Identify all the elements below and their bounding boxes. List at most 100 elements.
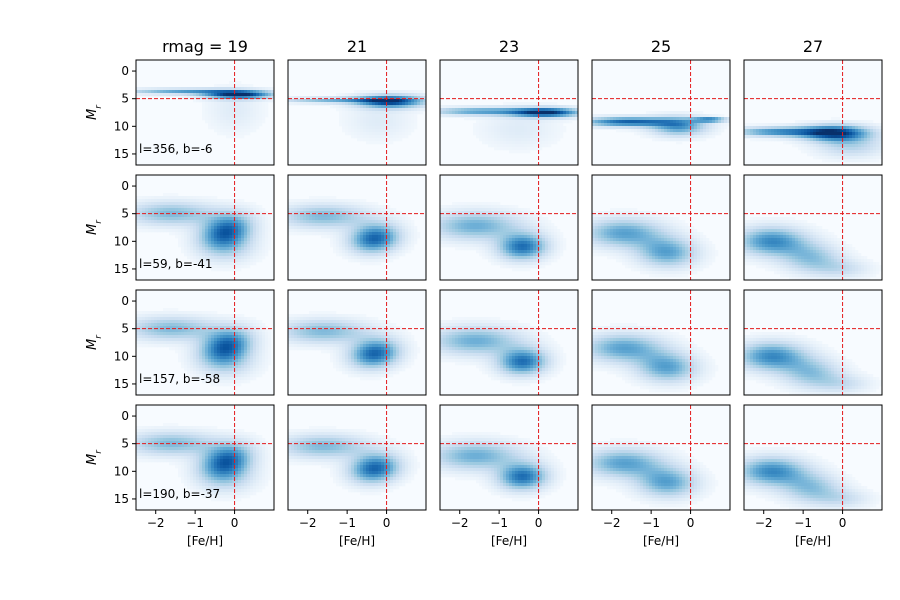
- density-cell: [411, 123, 415, 127]
- density-cell: [405, 117, 409, 121]
- density-cell: [464, 211, 468, 215]
- density-cell: [211, 232, 215, 236]
- density-cell: [411, 244, 415, 248]
- density-cell: [521, 208, 525, 212]
- density-cell: [172, 214, 176, 218]
- density-cell: [506, 220, 510, 224]
- density-cell: [232, 93, 236, 97]
- density-cell: [390, 102, 394, 106]
- density-cell: [360, 241, 364, 245]
- density-cell: [354, 244, 358, 248]
- density-cell: [354, 229, 358, 233]
- density-cell: [494, 205, 498, 209]
- density-cell: [232, 87, 236, 91]
- density-cell: [569, 108, 573, 112]
- density-cell: [879, 123, 882, 127]
- density-cell: [819, 123, 823, 127]
- density-cell: [232, 238, 236, 242]
- density-cell: [357, 105, 361, 109]
- density-cell: [217, 244, 221, 248]
- density-cell: [387, 241, 391, 245]
- density-cell: [676, 226, 680, 230]
- density-cell: [339, 250, 343, 254]
- density-cell: [169, 87, 173, 91]
- density-cell: [655, 111, 659, 115]
- density-cell: [807, 132, 811, 136]
- density-cell: [348, 256, 352, 260]
- density-cell: [241, 202, 245, 206]
- density-cell: [345, 220, 349, 224]
- density-cell: [193, 244, 197, 248]
- density-cell: [411, 241, 415, 245]
- density-cell: [634, 232, 638, 236]
- density-cell: [503, 217, 507, 221]
- density-cell: [211, 256, 215, 260]
- density-cell: [390, 138, 394, 142]
- density-cell: [491, 220, 495, 224]
- density-cell: [375, 93, 379, 97]
- density-cell: [211, 117, 215, 121]
- density-cell: [357, 126, 361, 130]
- density-cell: [440, 226, 444, 230]
- density-cell: [363, 253, 367, 257]
- density-cell: [542, 123, 546, 127]
- density-cell: [339, 235, 343, 239]
- density-cell: [679, 120, 683, 124]
- density-cell: [530, 102, 534, 106]
- density-cell: [440, 205, 444, 209]
- density-cell: [253, 229, 257, 233]
- density-cell: [536, 244, 540, 248]
- density-cell: [151, 217, 155, 221]
- density-cell: [408, 132, 412, 136]
- density-cell: [154, 223, 158, 227]
- density-cell: [783, 126, 787, 130]
- density-cell: [533, 259, 537, 263]
- density-cell: [828, 159, 832, 163]
- density-cell: [375, 211, 379, 215]
- density-cell: [443, 111, 447, 115]
- density-cell: [348, 205, 352, 209]
- density-cell: [238, 199, 242, 203]
- density-cell: [503, 229, 507, 233]
- density-cell: [876, 156, 880, 160]
- density-cell: [867, 153, 871, 157]
- density-cell: [744, 129, 748, 133]
- density-cell: [792, 144, 796, 148]
- density-cell: [834, 117, 838, 121]
- density-cell: [822, 156, 826, 160]
- density-cell: [640, 126, 644, 130]
- density-cell: [670, 111, 674, 115]
- density-cell: [309, 96, 313, 100]
- density-cell: [396, 211, 400, 215]
- density-cell: [631, 211, 635, 215]
- density-cell: [336, 220, 340, 224]
- density-cell: [399, 138, 403, 142]
- density-cell: [598, 238, 602, 242]
- density-cell: [357, 244, 361, 248]
- density-cell: [509, 114, 513, 118]
- density-cell: [867, 141, 871, 145]
- density-cell: [464, 244, 468, 248]
- density-cell: [849, 159, 853, 163]
- density-cell: [631, 129, 635, 133]
- density-cell: [306, 211, 310, 215]
- density-cell: [610, 208, 614, 212]
- density-cell: [339, 253, 343, 257]
- density-cell: [288, 211, 292, 215]
- density-cell: [846, 141, 850, 145]
- density-cell: [217, 229, 221, 233]
- density-cell: [682, 232, 686, 236]
- density-cell: [652, 138, 656, 142]
- density-cell: [780, 135, 784, 139]
- density-cell: [145, 211, 149, 215]
- density-cell: [870, 123, 874, 127]
- column-title: rmag = 19: [162, 37, 248, 56]
- density-cell: [318, 214, 322, 218]
- density-cell: [259, 117, 263, 121]
- density-cell: [154, 199, 158, 203]
- density-cell: [715, 123, 719, 127]
- density-cell: [354, 250, 358, 254]
- density-cell: [312, 102, 316, 106]
- density-cell: [616, 208, 620, 212]
- density-cell: [852, 135, 856, 139]
